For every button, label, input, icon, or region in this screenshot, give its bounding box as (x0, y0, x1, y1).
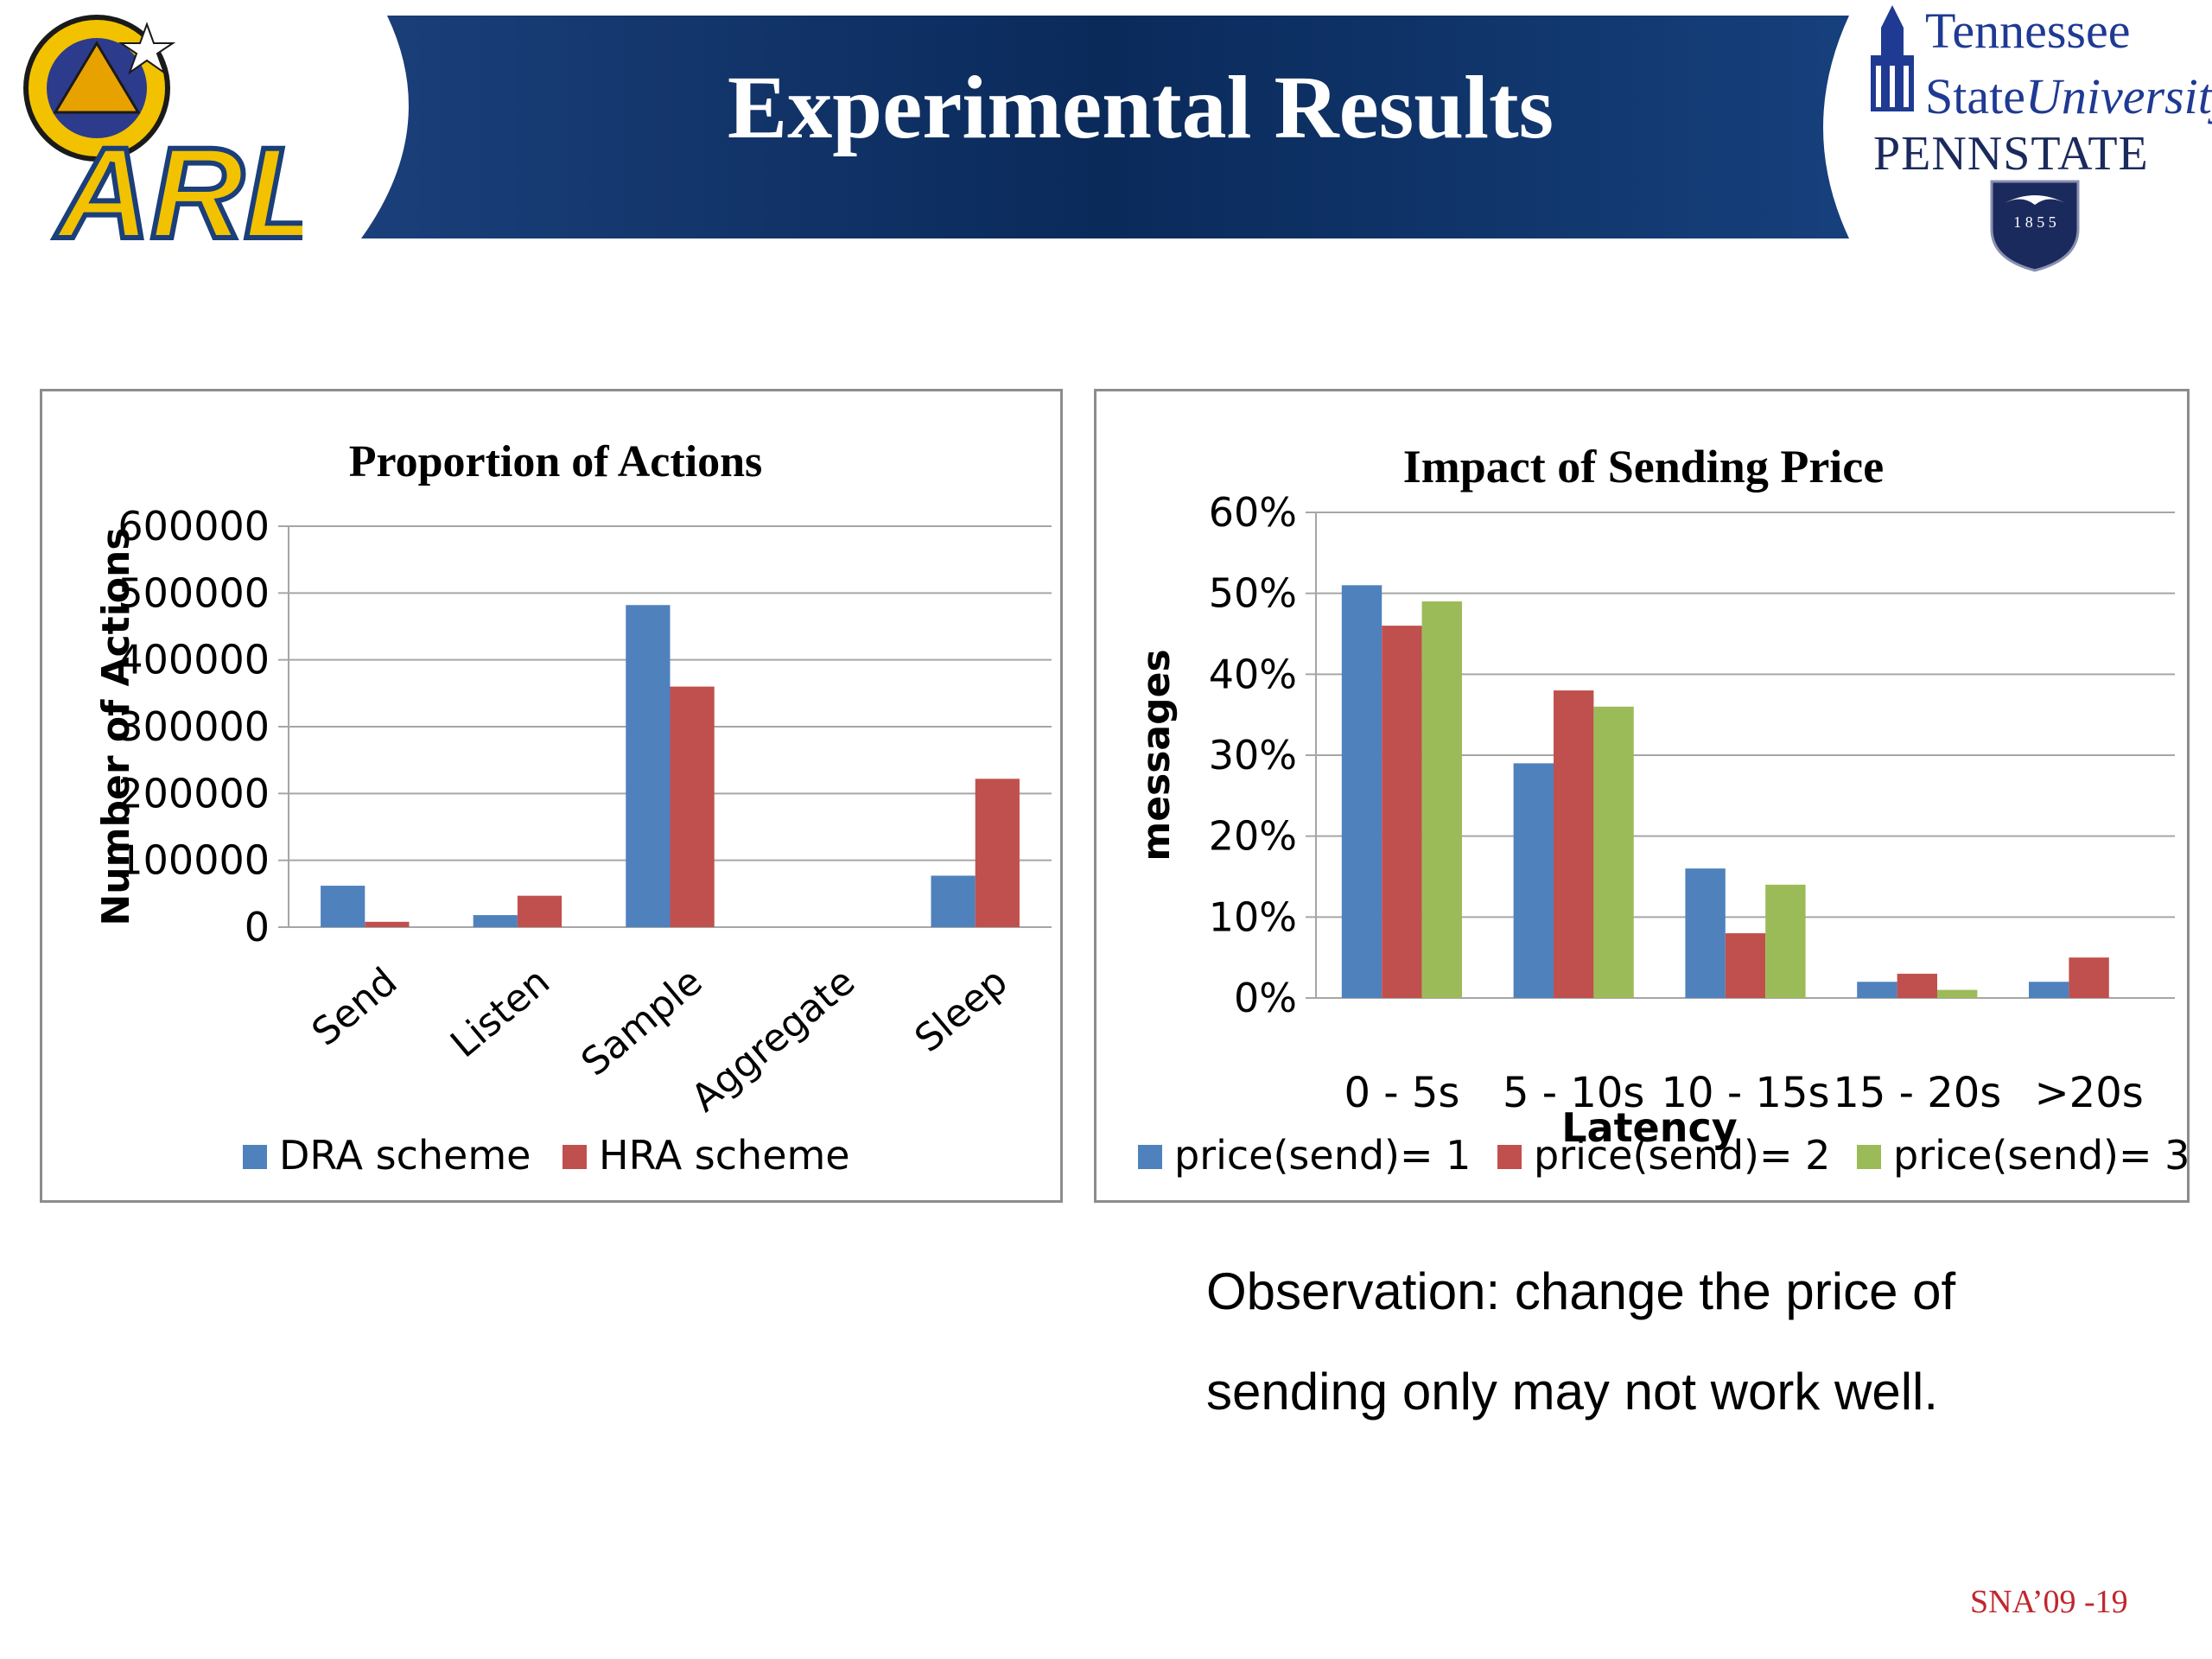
bar-10 - 15s-1 (1685, 868, 1726, 998)
legend-swatch (563, 1145, 587, 1169)
y-tick-label: 200000 (118, 770, 270, 817)
legend-label: price(send)= 3 (1893, 1132, 2187, 1179)
bar-Sample-1 (626, 605, 671, 927)
x-category-label: 10 - 15s (1662, 1069, 1830, 1117)
y-tick-label: 50% (1209, 570, 1297, 617)
slide-footer: SNA’09 -19 (1970, 1584, 2128, 1620)
bar-0 - 5s-1 (1341, 585, 1382, 998)
bar-Sleep-2 (975, 779, 1020, 927)
bar->20s-1 (2029, 982, 2069, 998)
bar-Listen-2 (517, 895, 563, 927)
bar-15 - 20s-3 (1936, 989, 1978, 998)
bar-15 - 20s-1 (1857, 982, 1897, 998)
bar-Sample-2 (670, 686, 715, 927)
bar-0 - 5s-2 (1382, 626, 1422, 998)
bar-5 - 10s-1 (1513, 763, 1554, 998)
bar-Sleep-1 (931, 875, 976, 927)
arl-logo-text: ARL (54, 120, 302, 259)
x-category-label: Aggregate (683, 959, 863, 1121)
x-axis-label: Latency (1561, 1104, 1738, 1151)
chart-panel-sending-price: Impact of Sending Price 0% 10% 20% 30% 40% 50%… (1094, 389, 2190, 1203)
bar-0 - 5s-3 (1421, 601, 1462, 998)
legend-label: price(send)= 1 (1174, 1132, 1471, 1179)
y-tick-label: 100000 (118, 837, 270, 884)
legend-swatch (1857, 1145, 1881, 1169)
tsu-logo-university: University (2024, 68, 2212, 124)
bar->20s-2 (2069, 957, 2109, 998)
y-tick-label: 600000 (118, 503, 270, 550)
tsu-building-icon (1871, 5, 1914, 111)
x-category-label: 5 - 10s (1503, 1069, 1644, 1117)
legend-label: DRA scheme (279, 1132, 531, 1179)
bar-Send-1 (321, 886, 365, 927)
legend-swatch (1138, 1145, 1162, 1169)
x-category-label: Listen (442, 959, 558, 1066)
bar-10 - 15s-3 (1765, 884, 1806, 998)
bar-15 - 20s-2 (1897, 973, 1937, 998)
bar-10 - 15s-2 (1725, 933, 1766, 998)
x-category-label: 0 - 5s (1344, 1069, 1459, 1117)
y-tick-label: 0 (245, 904, 270, 950)
observation-line-1: Observation: change the price of (1206, 1262, 1956, 1320)
y-tick-label: 0% (1234, 975, 1297, 1021)
y-tick-label: 40% (1209, 651, 1297, 697)
pennstate-shield-icon: 1 8 5 5 (1990, 180, 2080, 272)
bar-Listen-1 (473, 915, 518, 927)
legend-swatch (1497, 1145, 1522, 1169)
chart-title: Impact of Sending Price (1403, 441, 1884, 493)
tsu-logo-line2: StateUniversity (1925, 67, 2212, 125)
y-axis-label: messages (1135, 649, 1179, 861)
y-tick-label: 60% (1209, 489, 1297, 536)
tsu-logo-state: State (1925, 68, 2025, 124)
legend-swatch (243, 1145, 267, 1169)
x-category-label: >20s (2034, 1069, 2143, 1117)
bar-5 - 10s-2 (1554, 690, 1594, 998)
x-category-label: Send (304, 959, 406, 1054)
y-tick-label: 10% (1209, 893, 1297, 940)
chart-proportion-of-actions: Proportion of Actions 0 100000 200000 300000… (94, 437, 1052, 1179)
bar-5 - 10s-3 (1593, 706, 1634, 998)
y-tick-label: 400000 (118, 637, 270, 683)
pennstate-year: 1 8 5 5 (2013, 213, 2056, 231)
x-category-label: Sample (573, 959, 710, 1084)
chart-title: Proportion of Actions (349, 437, 763, 486)
bar-Send-2 (365, 921, 410, 927)
y-axis-label: Number of Actions (94, 527, 138, 925)
chart-impact-of-sending-price: Impact of Sending Price 0% 10% 20% 30% 40% 50%… (1135, 441, 2187, 1179)
pennstate-logo-text: PENNSTATE (1873, 127, 2149, 181)
title-banner (361, 16, 1849, 238)
chart-panel-actions: Proportion of Actions 0 100000 200000 300000… (40, 389, 1063, 1203)
legend-label: price(send)= 2 (1534, 1132, 1830, 1179)
x-category-label: 15 - 20s (1833, 1069, 2001, 1117)
y-tick-label: 20% (1209, 813, 1297, 860)
y-tick-label: 500000 (118, 569, 270, 616)
x-category-label: Sleep (906, 959, 1015, 1061)
tsu-logo-line1: Tennessee (1925, 3, 2131, 59)
legend-label: HRA scheme (599, 1132, 850, 1179)
slide-title: Experimental Results (727, 58, 1554, 157)
y-tick-label: 30% (1209, 732, 1297, 779)
y-tick-label: 300000 (118, 703, 270, 750)
observation-line-2: sending only may not work well. (1206, 1363, 1939, 1421)
arl-logo: ARL (23, 15, 302, 259)
